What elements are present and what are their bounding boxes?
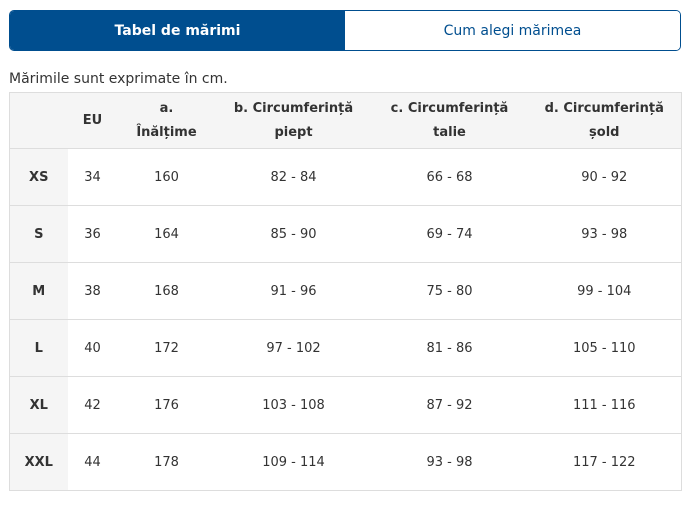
header-hip: d. Circumferință șold	[527, 92, 682, 149]
eu-size-cell: 42	[67, 376, 118, 434]
chest-cell: 85 - 90	[215, 205, 372, 263]
hip-cell: 93 - 98	[527, 205, 682, 263]
eu-size-cell: 36	[67, 205, 118, 263]
hip-cell: 90 - 92	[527, 148, 682, 206]
eu-size-cell: 44	[67, 433, 118, 491]
header-height: a. Înălțime	[117, 92, 216, 149]
hip-cell: 105 - 110	[527, 319, 682, 377]
size-label-cell: XS	[9, 148, 68, 206]
size-label-cell: S	[9, 205, 68, 263]
table-row: XS 34 160 82 - 84 66 - 68 90 - 92	[9, 148, 682, 206]
height-cell: 178	[117, 433, 216, 491]
header-waist-line2: talie	[433, 124, 466, 140]
eu-size-cell: 40	[67, 319, 118, 377]
size-label-cell: L	[9, 319, 68, 377]
header-chest-line2: piept	[274, 124, 313, 140]
waist-cell: 87 - 92	[371, 376, 528, 434]
chest-cell: 97 - 102	[215, 319, 372, 377]
table-row: XXL 44 178 109 - 114 93 - 98 117 - 122	[9, 433, 682, 491]
size-label-cell: XXL	[9, 433, 68, 491]
chest-cell: 109 - 114	[215, 433, 372, 491]
table-row: S 36 164 85 - 90 69 - 74 93 - 98	[9, 205, 682, 263]
hip-cell: 99 - 104	[527, 262, 682, 320]
height-cell: 164	[117, 205, 216, 263]
height-cell: 172	[117, 319, 216, 377]
eu-size-cell: 34	[67, 148, 118, 206]
chest-cell: 103 - 108	[215, 376, 372, 434]
header-hip-line2: șold	[589, 124, 620, 140]
chest-cell: 91 - 96	[215, 262, 372, 320]
waist-cell: 93 - 98	[371, 433, 528, 491]
header-eu-label: EU	[82, 112, 103, 128]
table-row: L 40 172 97 - 102 81 - 86 105 - 110	[9, 319, 682, 377]
header-corner	[9, 92, 68, 149]
header-waist-line1: c. Circumferință	[390, 100, 509, 116]
height-cell: 176	[117, 376, 216, 434]
tab-how-to-choose-size[interactable]: Cum alegi mărimea	[345, 11, 680, 50]
waist-cell: 81 - 86	[371, 319, 528, 377]
header-chest-line1: b. Circumferință	[233, 100, 354, 116]
eu-size-cell: 38	[67, 262, 118, 320]
table-row: M 38 168 91 - 96 75 - 80 99 - 104	[9, 262, 682, 320]
table-row: XL 42 176 103 - 108 87 - 92 111 - 116	[9, 376, 682, 434]
waist-cell: 75 - 80	[371, 262, 528, 320]
size-label-cell: XL	[9, 376, 68, 434]
waist-cell: 69 - 74	[371, 205, 528, 263]
header-height-line2: Înălțime	[136, 124, 197, 140]
units-note: Mărimile sunt exprimate în cm.	[9, 71, 228, 87]
header-height-line1: a.	[159, 100, 174, 116]
header-hip-line1: d. Circumferință	[544, 100, 664, 116]
hip-cell: 111 - 116	[527, 376, 682, 434]
size-label-cell: M	[9, 262, 68, 320]
header-eu: EU	[67, 92, 118, 149]
height-cell: 168	[117, 262, 216, 320]
chest-cell: 82 - 84	[215, 148, 372, 206]
hip-cell: 117 - 122	[527, 433, 682, 491]
tab-size-chart[interactable]: Tabel de mărimi	[10, 11, 345, 50]
size-chart-table: EU a. Înălțime b. Circumferință piept c.…	[9, 92, 682, 491]
header-waist: c. Circumferință talie	[371, 92, 528, 149]
size-guide-tabs: Tabel de mărimi Cum alegi mărimea	[9, 10, 681, 51]
header-chest: b. Circumferință piept	[215, 92, 372, 149]
waist-cell: 66 - 68	[371, 148, 528, 206]
height-cell: 160	[117, 148, 216, 206]
table-header-row: EU a. Înălțime b. Circumferință piept c.…	[9, 92, 682, 149]
